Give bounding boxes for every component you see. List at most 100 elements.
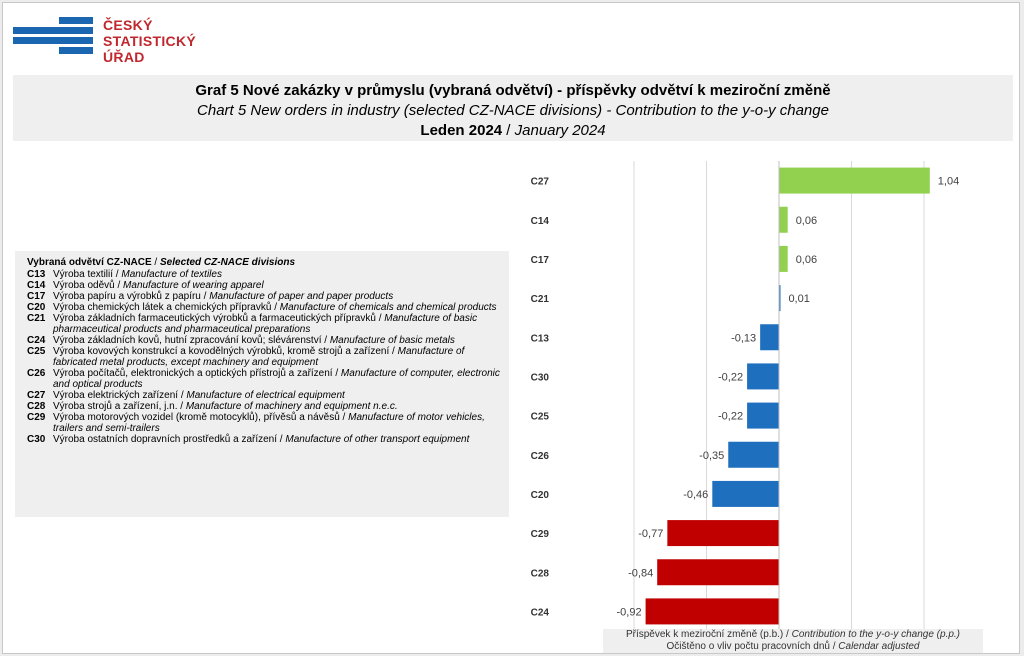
data-label: -0,13 [731,332,756,344]
category-label: C28 [531,568,550,579]
chart-period: Leden 2024 / January 2024 [13,121,1013,141]
bar-chart: C27 1,04 C14 0,06 C17 0,06 C21 0,01 C13 -0,13 C30 -… [531,161,959,631]
logo-line3: ÚŘAD [103,49,145,65]
legend-item-c30: C30 Výroba ostatních dopravních prostředk… [27,434,503,445]
legend-label-cz: Výroba ostatních dopravních prostředků a… [53,434,286,445]
legend-item-c21: C21 Výroba základních farmaceutických výr… [27,313,503,335]
category-label: C29 [531,529,550,540]
legend-label-cz: Výroba textilií / [53,269,122,280]
legend-code: C25 [27,346,46,357]
legend-code: C13 [27,269,46,280]
category-label: C26 [531,451,550,462]
bar-c27 [779,167,930,194]
bar-c21 [779,285,781,312]
legend-label-en: Manufacture of basic metals [329,335,455,346]
category-label: C20 [531,490,550,501]
czso-logo: ČESKÝ STATISTICKÝ ÚŘAD [13,17,203,67]
data-label: 0,06 [796,254,817,266]
bar-c13 [760,324,779,351]
bar-c25 [747,402,779,429]
logo-line1: ČESKÝ [103,17,153,33]
legend-code: C21 [27,313,46,324]
chart-title-box: Graf 5 Nové zakázky v průmyslu (vybraná … [13,75,1013,141]
legend-label-en: Manufacture of motor vehicles, trailers … [53,412,485,434]
legend-label-en: Manufacture of machinery and equipment n… [185,401,398,412]
category-label: C30 [531,372,550,383]
legend-code: C26 [27,368,46,379]
data-label: 0,01 [788,293,809,305]
legend-label-en: Manufacture of electrical equipment [186,390,345,401]
bar-c20 [712,480,779,507]
adjustment-note-en: Calendar adjusted [838,641,920,652]
x-axis-label-cz: Příspěvek k meziroční změně (p.b.) / [625,629,792,640]
bar-c17 [779,245,788,272]
legend-item-c26: C26 Výroba počítačů, elektronických a opt… [27,368,503,390]
legend-label-cz: Výroba strojů a zařízení, j.n. / [53,401,186,412]
chart-title-cz: Graf 5 Nové zakázky v průmyslu (vybraná … [195,82,831,99]
x-axis-label-line2: Očištěno o vliv počtu pracovních dnů / C… [603,641,983,653]
legend-title-en: Selected CZ-NACE divisions [160,257,296,268]
legend-label-cz: Výroba papíru a výrobků z papíru / [53,291,210,302]
legend-items: C13 Výroba textilií / Manufacture of text… [27,269,503,445]
logo-bars-icon [13,17,93,54]
period-cz: Leden 2024 [420,122,503,139]
category-label: C21 [531,294,550,305]
category-label: C17 [531,255,550,266]
legend-label-en: Manufacture of chemicals and chemical pr… [279,302,497,313]
legend-item-c14: C14 Výroba oděvů / Manufacture of wearing… [27,280,503,291]
legend-label-en: Manufacture of fabricated metal products… [53,346,465,368]
legend-label-en: Manufacture of paper and paper products [209,291,394,302]
chart-title-en: Chart 5 New orders in industry (selected… [197,102,829,119]
x-axis-label: Příspěvek k meziroční změně (p.b.) / Con… [603,629,983,653]
category-label: C25 [531,412,550,423]
data-label: -0,46 [683,489,708,501]
legend-item-c27: C27 Výroba elektrických zařízení / Manufa… [27,390,503,401]
bar-c14 [779,206,788,233]
data-label: -0,84 [628,567,653,579]
legend-label-en: Manufacture of basic pharmaceutical prod… [53,313,478,335]
legend-item-c20: C20 Výroba chemických látek a chemických … [27,302,503,313]
category-label: C13 [531,333,550,344]
legend-label-cz: Výroba základních farmaceutických výrobk… [53,313,385,324]
bar-c29 [667,520,779,547]
logo-text: ČESKÝ STATISTICKÝ ÚŘAD [103,17,196,65]
data-label: 0,06 [796,215,817,227]
adjustment-note-cz: Očištěno o vliv počtu pracovních dnů / [666,641,839,652]
legend-code: C29 [27,412,46,423]
legend-code: C30 [27,434,46,445]
data-label: -0,92 [617,606,642,618]
legend-label-en: Manufacture of computer, electronic and … [53,368,500,390]
logo-line2: STATISTICKÝ [103,33,197,49]
legend-code: C20 [27,302,46,313]
legend-label-cz: Výroba kovových konstrukcí a kovodělných… [53,346,398,357]
legend-title-cz: Vybraná odvětví CZ-NACE [27,257,152,268]
legend-code: C14 [27,280,46,291]
legend-code: C24 [27,335,46,346]
division-legend: Vybraná odvětví CZ-NACE / Selected CZ-NA… [15,251,509,517]
legend-item-c25: C25 Výroba kovových konstrukcí a kovoděln… [27,346,503,368]
x-axis-label-line1: Příspěvek k meziroční změně (p.b.) / Con… [603,629,983,641]
category-label: C14 [531,216,550,227]
bar-c30 [747,363,779,390]
legend-label-cz: Výroba elektrických zařízení / [53,390,187,401]
legend-item-c24: C24 Výroba základních kovů, hutní zpracov… [27,335,503,346]
legend-code: C17 [27,291,46,302]
bar-c26 [728,441,779,468]
bar-c28 [657,559,779,586]
legend-label-cz: Výroba základních kovů, hutní zpracování… [53,335,330,346]
x-axis-label-en: Contribution to the y-o-y change (p.p.) [791,629,961,640]
legend-label-cz: Výroba oděvů / [53,280,124,291]
legend-code: C28 [27,401,46,412]
data-label: -0,77 [638,528,663,540]
legend-item-c13: C13 Výroba textilií / Manufacture of text… [27,269,503,280]
bar-c24 [645,598,779,625]
category-label: C27 [531,177,550,188]
legend-title-sep: / [151,257,160,268]
legend-code: C27 [27,390,46,401]
data-label: 1,04 [938,176,959,188]
legend-item-c17: C17 Výroba papíru a výrobků z papíru / Ma… [27,291,503,302]
legend-label-en: Manufacture of textiles [121,269,222,280]
data-label: -0,35 [699,450,724,462]
legend-label-cz: Výroba počítačů, elektronických a optick… [53,368,341,379]
